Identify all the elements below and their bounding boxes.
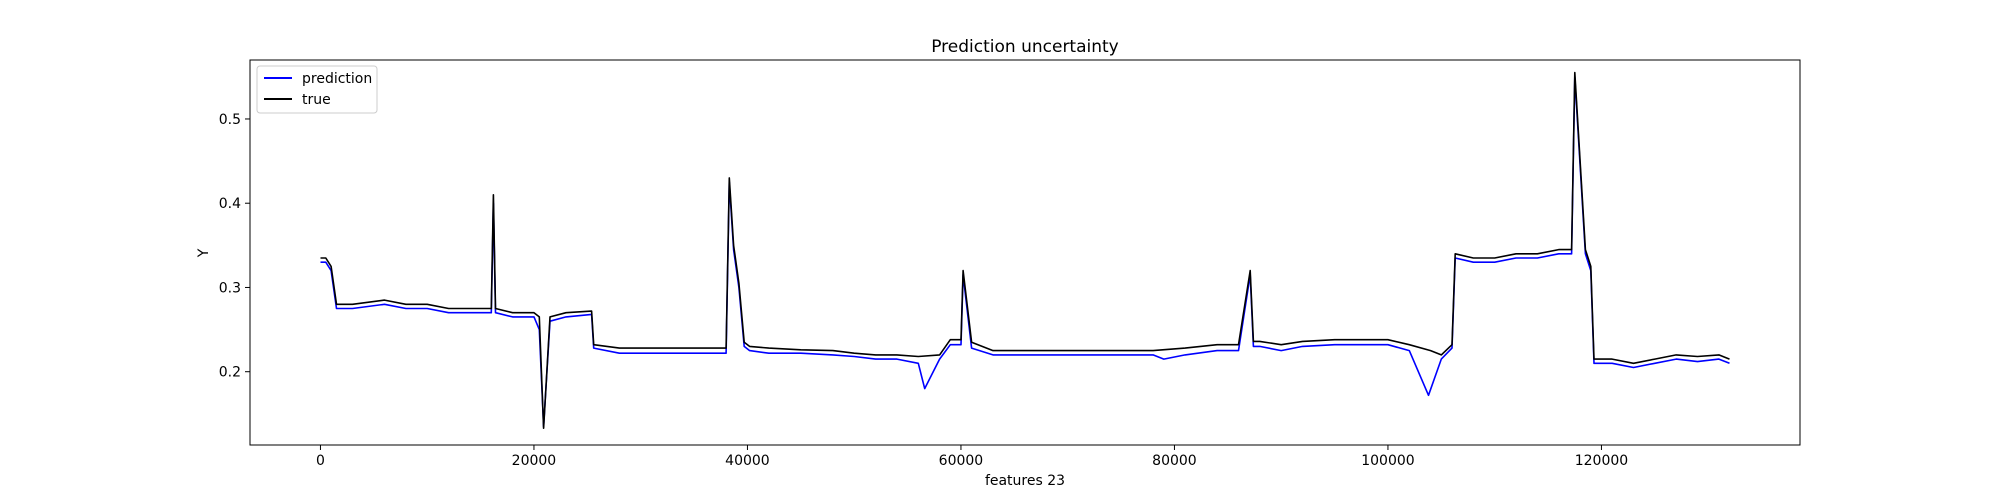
- x-tick-label: 0: [316, 453, 325, 469]
- x-tick-label: 120000: [1575, 453, 1628, 469]
- x-tick-label: 100000: [1361, 453, 1414, 469]
- y-axis: 0.2 0.3 0.4 0.5: [219, 112, 250, 381]
- x-tick-label: 40000: [725, 453, 770, 469]
- legend-label-true: true: [302, 92, 331, 108]
- x-axis: 0 20000 40000 60000 80000 100000 120000: [316, 445, 1628, 469]
- legend-label-prediction: prediction: [302, 71, 372, 87]
- plot-area: [250, 60, 1800, 445]
- x-tick-label: 80000: [1152, 453, 1197, 469]
- x-axis-label: features 23: [985, 473, 1065, 489]
- y-tick-label: 0.5: [219, 112, 241, 128]
- x-tick-label: 20000: [512, 453, 557, 469]
- y-axis-label: Y: [196, 248, 212, 258]
- y-tick-label: 0.2: [219, 365, 241, 381]
- x-tick-label: 60000: [939, 453, 984, 469]
- legend: prediction true: [256, 65, 378, 114]
- plot-frame: [249, 59, 1801, 446]
- y-tick-label: 0.3: [219, 280, 241, 296]
- series-line-1: [320, 71, 1730, 430]
- series-layer: [320, 71, 1730, 430]
- chart-title: Prediction uncertainty: [931, 37, 1119, 57]
- y-tick-label: 0.4: [219, 196, 241, 212]
